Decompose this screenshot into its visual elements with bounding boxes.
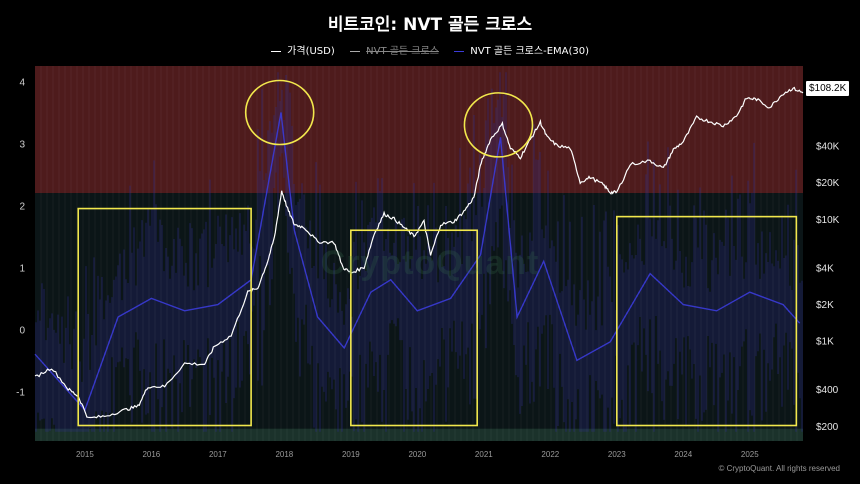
right-axis-tick-label: $40K	[816, 142, 840, 153]
nvt-activity-bars	[35, 72, 803, 432]
zone-overbought	[35, 66, 803, 194]
x-axis-tick-label: 2019	[342, 450, 360, 459]
series-price	[34, 86, 804, 419]
legend-swatch-nvt-ema	[454, 50, 465, 52]
zone-oversold	[35, 428, 803, 441]
right-axis-tick-label: $20K	[816, 178, 840, 189]
watermark: CryptoQuant	[320, 244, 540, 282]
highlight-box	[616, 215, 798, 427]
left-axis-tick-label: 3	[19, 139, 25, 150]
legend-label-nvt-ema: NVT 골든 크로스-EMA(30)	[470, 46, 590, 57]
left-axis-tick-label: 1	[19, 263, 25, 274]
x-axis-tick-label: 2023	[608, 450, 626, 459]
chart-axes: 4 3 2 1 0 -1 $40K $20K $10K $4K $2K $1K $400 $200 2015…	[16, 77, 840, 459]
highlight-circle	[463, 92, 534, 158]
left-axis-tick-label: 4	[19, 77, 25, 88]
x-axis-tick-label: 2021	[475, 450, 493, 459]
highlight-box	[77, 207, 252, 427]
x-axis-tick-label: 2024	[674, 450, 692, 459]
series-nvt-ema	[34, 112, 801, 412]
x-axis-tick-label: 2017	[209, 450, 227, 459]
x-axis-tick-label: 2025	[741, 450, 759, 459]
x-axis-tick-label: 2018	[275, 450, 293, 459]
legend-swatch-nvt	[349, 50, 360, 52]
copyright-notice: © CryptoQuant. All rights reserved	[718, 464, 841, 473]
chart-series	[34, 86, 804, 419]
legend-item-nvt[interactable]: NVT 골든 크로스	[349, 42, 439, 57]
chart-grid	[40, 66, 798, 441]
legend-item-price[interactable]: 가격(USD)	[270, 42, 335, 57]
chart-annotations	[77, 79, 798, 427]
right-axis-tick-label: $1K	[816, 337, 834, 348]
legend-label-price: 가격(USD)	[287, 46, 335, 57]
right-axis-tick-label: $400	[816, 385, 839, 396]
legend-swatch-price	[270, 50, 281, 52]
legend-item-nvt-ema[interactable]: NVT 골든 크로스-EMA(30)	[454, 42, 589, 57]
right-axis-tick-label: $2K	[816, 300, 834, 311]
chart-zones	[35, 66, 803, 441]
x-axis-tick-label: 2020	[408, 450, 426, 459]
left-axis-tick-label: -1	[16, 387, 25, 398]
x-axis-tick-label: 2016	[142, 450, 160, 459]
right-axis-tick-label: $10K	[816, 215, 840, 226]
left-axis-tick-label: 0	[19, 325, 25, 336]
right-axis-tick-label: $200	[816, 422, 839, 433]
x-axis-tick-label: 2015	[76, 450, 94, 459]
highlight-circle	[244, 79, 315, 146]
right-axis-tick-label: $4K	[816, 263, 834, 274]
current-price-badge: $108.2K	[806, 81, 850, 96]
chart-title: 비트코인: NVT 골든 크로스	[327, 15, 533, 35]
highlight-box	[350, 229, 478, 427]
chart-legend: 가격(USD) NVT 골든 크로스 NVT 골든 크로스-EMA(30)	[0, 42, 860, 57]
left-axis-tick-label: 2	[19, 201, 25, 212]
legend-label-nvt: NVT 골든 크로스	[366, 46, 439, 57]
x-axis-tick-label: 2022	[541, 450, 559, 459]
